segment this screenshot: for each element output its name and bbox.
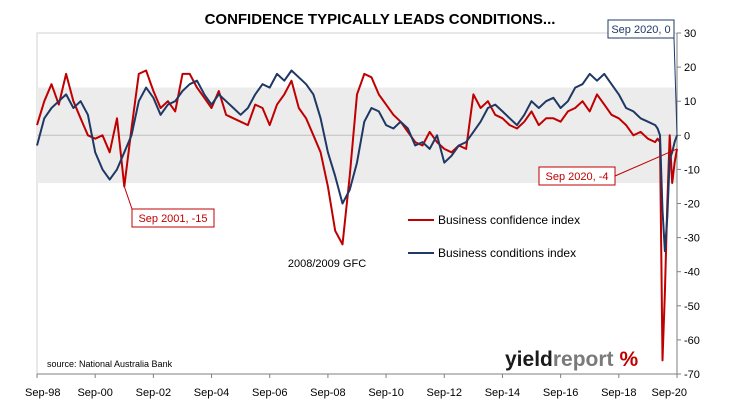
annotation-gfc-label: 2008/2009 GFC [288, 258, 366, 270]
annotation-box [607, 19, 675, 39]
y-tick-label: -20 [684, 199, 700, 211]
x-tick-label: Sep-98 [25, 387, 60, 399]
svg-text:yieldreport%: yieldreport% [505, 348, 639, 371]
y-tick-label: 10 [684, 96, 696, 108]
y-tick-label: 20 [684, 62, 696, 74]
y-tick-label: -10 [684, 164, 700, 176]
x-tick-label: Sep-08 [310, 387, 345, 399]
yieldreport-logo: yieldreport% [505, 348, 639, 371]
x-tick-label: Sep-20 [652, 387, 687, 399]
x-tick-label: Sep-10 [368, 387, 403, 399]
annotation-label: Sep 2001, -15 [138, 213, 207, 225]
x-tick-label: Sep-14 [485, 387, 520, 399]
x-tick-label: Sep-00 [77, 387, 112, 399]
y-tick-label: -40 [684, 267, 700, 279]
y-tick-label: -30 [684, 233, 700, 245]
annotation-box [538, 166, 616, 186]
y-tick-label: 0 [684, 130, 690, 142]
annotation-leader-line [673, 37, 678, 136]
x-tick-label: Sep-18 [601, 387, 636, 399]
annotation-label: Sep 2020, 0 [611, 24, 670, 36]
chart-title: CONFIDENCE TYPICALLY LEADS CONDITIONS... [205, 11, 556, 28]
x-tick-label: Sep-04 [194, 387, 229, 399]
legend-label: Business confidence index [438, 213, 580, 227]
y-tick-label: 30 [684, 28, 696, 40]
annotation-leader-line [614, 148, 678, 177]
series-line-business-confidence [36, 69, 678, 362]
y-tick-label: -70 [684, 369, 700, 381]
source-note: source: National Australia Bank [47, 359, 173, 369]
x-tick-label: Sep-12 [427, 387, 462, 399]
logo-text-yield: yield [505, 348, 553, 371]
x-tick-label: Sep-02 [136, 387, 171, 399]
legend: Business confidence index Business condit… [408, 213, 580, 260]
y-tick-label: -50 [684, 301, 700, 313]
legend-label: Business conditions index [438, 246, 576, 260]
y-tick-label: -60 [684, 335, 700, 347]
series-lines [36, 69, 678, 362]
x-tick-label: Sep-16 [543, 387, 578, 399]
x-tick-label: Sep-06 [252, 387, 287, 399]
series-line-business-conditions [36, 69, 678, 253]
annotation-label: Sep 2020, -4 [546, 171, 609, 183]
axes: 30 20 10 0 -10 -20 -30 -40 -50 -60 -70 Sep-98 Sep-00… [25, 28, 700, 399]
annotation-box [131, 208, 215, 228]
logo-text-report: report [553, 348, 614, 371]
annotations: Sep 2001, -15 Sep 2020, -4 Sep 2020, 0 2008… [123, 19, 678, 270]
annotation-leader-line [123, 186, 133, 210]
logo-percent-symbol: % [620, 348, 639, 371]
